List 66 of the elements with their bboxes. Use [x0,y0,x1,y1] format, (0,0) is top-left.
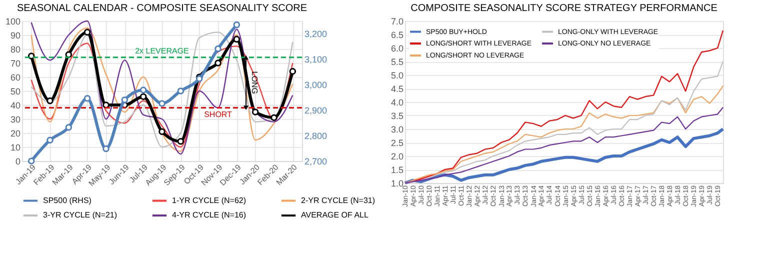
legend-label: SP500 (RHS) [43,196,92,205]
y-tick-label: 40 [10,100,20,110]
y-tick-label: 3.0 [390,124,404,134]
annotation: LONG [250,71,259,94]
legend-label: 2-YR CYCLE (N=31) [301,196,376,205]
y-tick-label: 7.0 [390,16,404,26]
y-tick-label: 3.5 [390,111,404,121]
legend-label: 4-YR CYCLE (N=16) [172,210,246,220]
point [84,28,91,36]
line-series [404,128,724,184]
point [65,124,72,131]
point [177,88,184,94]
point [177,138,184,145]
legend-label: 1-YR CYCLE (N=62) [172,196,246,205]
y-tick-label: 50 [10,86,20,96]
line-series [404,85,724,184]
point [46,97,54,104]
ref-line-label: SHORT [204,110,232,119]
y-tick-label: 100 [5,16,20,26]
point [84,94,91,102]
y-tick-label: 4.5 [390,84,404,94]
y-tick-label: 30 [10,114,20,124]
y2-tick-label: 3,100 [304,54,328,65]
y-tick-label: 1.0 [390,178,404,188]
point [158,128,166,135]
point [102,145,110,152]
y-tick-label: 2.0 [390,152,404,162]
y2-tick-label: 3,000 [304,80,328,90]
point [121,96,128,104]
y2-tick-label: 2,800 [304,131,328,142]
y-tick-label: 2.5 [390,138,404,148]
point [158,100,166,107]
point [28,158,35,164]
legend-label: 3-YR CYCLE (N=21) [43,210,118,220]
y-tick-label: 6.0 [390,44,404,54]
chart-title: COMPOSITE SEASONALITY SCORE STRATEGY PERFORMANCE [410,3,718,14]
y-tick-label: 90 [10,30,20,40]
y2-tick-label: 2,900 [304,106,328,116]
line-series [404,106,724,184]
point [140,93,147,100]
y-tick-label: 10 [10,142,20,152]
y-tick-label: 1.5 [390,165,404,175]
point [102,102,110,108]
point [252,108,259,116]
point [214,45,222,52]
point [270,114,278,121]
legend-label: AVERAGE OF ALL [301,210,369,220]
point [233,36,240,43]
y-tick-label: 5.5 [390,57,404,67]
y-tick-label: 20 [10,128,20,138]
ref-line-label: 2x LEVERAGE [135,46,189,56]
y-tick-label: 0 [15,156,20,166]
point [140,86,147,94]
y-tick-label: 60 [10,72,20,82]
y-tick-label: 4.0 [390,98,404,108]
y2-tick-label: 2,700 [304,156,328,166]
y-tick-label: 5.0 [390,70,404,80]
point [289,68,296,75]
point [46,136,54,144]
point [233,21,240,28]
y-tick-label: 70 [10,58,20,68]
y-tick-label: 80 [10,44,20,54]
y2-tick-label: 3,200 [304,29,328,40]
y-tick-label: 6.5 [390,30,404,40]
point [214,60,222,66]
chart-title: SEASONAL CALENDAR - COMPOSITE SEASONALITY SCORE [16,3,308,14]
